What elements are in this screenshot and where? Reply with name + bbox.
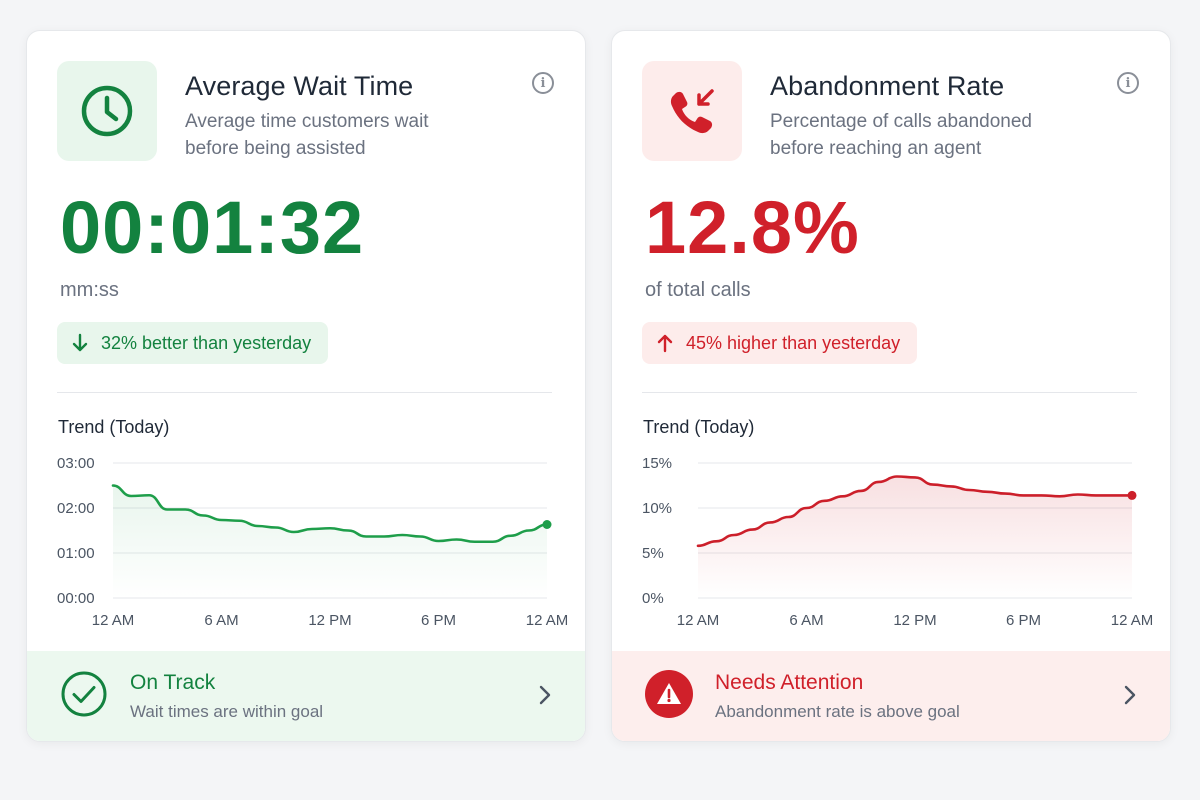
info-icon[interactable]: i (532, 72, 554, 94)
metric-value: 00:01:32 (60, 186, 365, 269)
status-footer[interactable]: Needs Attention Abandonment rate is abov… (612, 651, 1170, 741)
arrow-up-icon (657, 334, 673, 353)
x-tick-label: 12 AM (1111, 612, 1154, 629)
status-title: On Track (130, 671, 216, 694)
series-area (698, 476, 1132, 598)
series-line (696, 475, 1134, 548)
x-tick-label: 12 PM (893, 612, 936, 629)
y-tick-label: 03:00 (57, 455, 95, 472)
phone-missed-icon (670, 89, 714, 134)
trend-title: Trend (Today) (58, 417, 170, 437)
chevron-right-icon[interactable] (1123, 684, 1137, 706)
arrow-down-icon (72, 333, 88, 352)
x-tick-label: 6 PM (1006, 612, 1041, 629)
x-tick-label: 12 AM (677, 612, 720, 629)
x-tick-label: 12 AM (92, 612, 135, 629)
card-subtitle: Percentage of calls abandoned before rea… (770, 111, 1032, 159)
series-area (113, 485, 547, 598)
y-tick-label: 10% (642, 500, 672, 517)
y-tick-label: 0% (642, 590, 664, 607)
delta-badge: 45% higher than yesterday (642, 322, 918, 364)
series-line (111, 484, 549, 544)
status-footer[interactable]: On Track Wait times are within goal (27, 651, 585, 741)
clock-icon (81, 85, 133, 137)
abandonment-rate-card: Abandonment Rate Percentage of calls aba… (611, 30, 1171, 742)
delta-text: 45% higher than yesterday (686, 332, 901, 353)
x-tick-label: 6 PM (421, 612, 456, 629)
status-subtitle: Abandonment rate is above goal (715, 702, 960, 721)
y-tick-label: 5% (642, 545, 664, 562)
metric-unit: of total calls (645, 279, 751, 301)
card-title: Abandonment Rate (770, 71, 1005, 101)
y-tick-label: 01:00 (57, 545, 95, 562)
check-circle-icon (60, 670, 108, 718)
y-tick-label: 02:00 (57, 500, 95, 517)
metric-unit: mm:ss (60, 279, 119, 301)
average-wait-time-card: Average Wait Time Average time customers… (26, 30, 586, 742)
x-tick-label: 12 PM (308, 612, 351, 629)
x-tick-label: 12 AM (526, 612, 569, 629)
divider (57, 392, 552, 393)
x-tick-label: 6 AM (204, 612, 238, 629)
phone-icon-container (642, 61, 742, 161)
delta-badge: 32% better than yesterday (57, 322, 329, 364)
metric-value: 12.8% (645, 186, 860, 269)
latest-point (1127, 490, 1137, 500)
card-subtitle: Average time customers wait before being… (185, 111, 429, 159)
delta-text: 32% better than yesterday (101, 332, 312, 353)
status-title: Needs Attention (715, 671, 864, 694)
latest-point (542, 520, 552, 529)
y-tick-label: 15% (642, 455, 672, 472)
card-title: Average Wait Time (185, 71, 414, 101)
info-icon[interactable]: i (1117, 72, 1139, 94)
y-tick-label: 00:00 (57, 590, 95, 607)
x-tick-label: 6 AM (789, 612, 823, 629)
status-subtitle: Wait times are within goal (130, 702, 324, 721)
clock-icon-container (57, 61, 157, 161)
divider (642, 392, 1137, 393)
trend-title: Trend (Today) (643, 417, 755, 437)
warning-icon (645, 670, 693, 718)
chevron-right-icon[interactable] (538, 684, 552, 706)
